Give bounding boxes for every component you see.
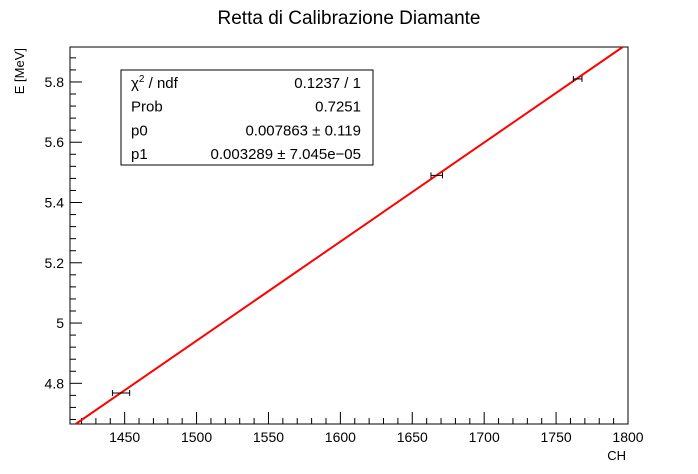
y-tick-label: 5 [56,315,64,331]
x-tick-label: 1800 [612,429,643,445]
x-tick-label: 1700 [469,429,500,445]
x-axis-title: CH [607,448,626,463]
y-tick-label: 4.8 [45,375,65,391]
y-axis-title: E [MeV] [12,48,27,94]
plot-frame-group [69,46,629,425]
stats-row-value: 0.003289 ± 7.045e−05 [211,146,361,163]
x-tick-label: 1500 [181,429,212,445]
x-tick-label: 1750 [541,429,572,445]
stats-row-label: Prob [131,99,163,116]
y-tick-label: 5.2 [45,255,65,271]
stats-row-label: p1 [131,146,148,163]
x-tick-label: 1550 [253,429,284,445]
chart-title: Retta di Calibrazione Diamante [218,8,481,29]
x-tick-label: 1450 [109,429,140,445]
stats-row-value: 0.007863 ± 0.119 [245,122,361,139]
y-tick-label: 5.4 [45,195,65,211]
data-points-group [111,75,583,396]
x-tick-label: 1600 [325,429,356,445]
stats-box-frame [120,69,374,166]
stats-row-value: 0.7251 [315,99,361,116]
data-point [430,172,443,179]
fit-line [75,46,624,425]
plot-frame [69,46,629,425]
x-tick-label: 1650 [397,429,428,445]
fit-stats-box: χ2 / ndf 0.1237 / 1 Prob 0.7251 p0 0.007863 ±… [120,69,374,166]
data-point [111,389,131,396]
y-tick-label: 5.6 [45,134,65,150]
y-tick-label: 5.8 [45,74,65,90]
stats-row-label: χ2 / ndf [131,74,179,92]
stats-row-label: p0 [131,122,148,139]
stats-row-value: 0.1237 / 1 [294,75,361,92]
ticks-group: 1450 1500 1550 1600 1650 1700 1750 1800 4.8 5 5.2 5… [45,57,644,445]
fit-line-group [75,46,624,425]
data-point [572,75,583,82]
